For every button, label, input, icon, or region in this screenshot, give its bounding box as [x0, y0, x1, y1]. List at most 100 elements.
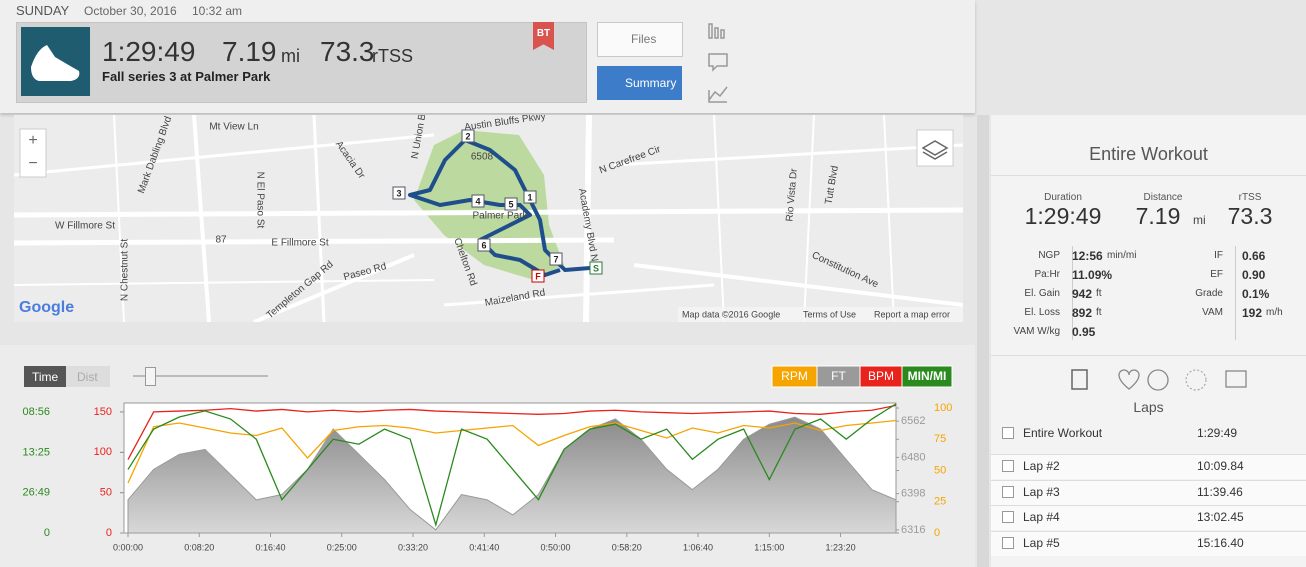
stat-label: NGP	[1038, 250, 1060, 261]
map-label: Rio Vista Dr	[784, 167, 800, 222]
stat-value: 0.90	[1242, 268, 1266, 282]
y-tick-label: 6398	[901, 488, 925, 500]
stat-label: VAM W/kg	[1013, 326, 1060, 337]
lap-checkbox[interactable]	[1002, 427, 1014, 439]
icon[interactable]	[1118, 369, 1140, 390]
marker-label: F	[535, 271, 541, 281]
sport-icon	[21, 27, 90, 96]
series-line	[127, 419, 897, 484]
icon[interactable]	[1185, 369, 1207, 391]
badge-text: BT	[536, 28, 551, 39]
dist-toggle[interactable]: Dist	[66, 366, 110, 387]
legend-label[interactable]: MIN/MI	[908, 369, 947, 383]
road	[583, 115, 592, 322]
road	[312, 115, 326, 322]
zoom-out[interactable]: −	[28, 155, 37, 172]
y-tick-label: 100	[94, 446, 112, 458]
zoom-box[interactable]	[19, 128, 47, 178]
badge[interactable]: BT	[533, 22, 554, 50]
report[interactable]: Report a map error	[874, 309, 950, 319]
map-marker[interactable]	[461, 129, 475, 143]
legend-button[interactable]	[901, 365, 953, 388]
lap-checkbox[interactable]	[1002, 536, 1014, 549]
stat-value: 942	[1072, 287, 1093, 301]
map-label: N Carefree Cir	[598, 144, 663, 177]
icon[interactable]	[1071, 369, 1088, 390]
lap-row	[991, 505, 1306, 530]
icon[interactable]	[1147, 369, 1169, 391]
stat-unit: ft	[1096, 288, 1102, 299]
distance-unit: mi	[281, 46, 300, 66]
map-marker[interactable]	[523, 190, 537, 204]
road	[192, 115, 211, 322]
y-tick-label: 0	[934, 527, 940, 539]
stat-label: IF	[1214, 250, 1223, 261]
road	[713, 115, 725, 322]
x-tick-label: 0:25:00	[327, 542, 357, 552]
lap-checkbox[interactable]	[1002, 485, 1014, 498]
road	[14, 237, 615, 246]
tss: 73.3	[320, 36, 375, 67]
y-tick-label: 25	[934, 496, 946, 508]
stat-value: 192	[1242, 306, 1263, 320]
series-line	[127, 403, 897, 528]
terms[interactable]: Terms of Use	[803, 309, 856, 319]
map-marker[interactable]	[549, 252, 563, 266]
zoom-slider[interactable]	[133, 375, 268, 377]
x-tick-label: 0:16:40	[255, 542, 285, 552]
files-label: Files	[631, 32, 657, 46]
y-tick-label: 0	[106, 527, 112, 539]
lap-time: 13:02.45	[1197, 510, 1244, 524]
time-toggle[interactable]: Time	[24, 366, 66, 387]
zoom-in[interactable]: +	[28, 132, 37, 149]
y-tick-label: 13:25	[22, 446, 50, 458]
map-label: Tutt Blvd	[823, 165, 841, 205]
y-tick-label: 150	[94, 406, 112, 418]
files-button[interactable]: Files	[597, 22, 683, 57]
metric-value: 7.19	[1135, 203, 1181, 229]
map-label: Maizeland Rd	[484, 287, 546, 308]
metric-label: Distance	[1143, 192, 1183, 203]
legend-label[interactable]: RPM	[781, 369, 808, 383]
stat-label: VAM	[1202, 307, 1223, 318]
map-marker[interactable]	[504, 197, 518, 211]
legend-label[interactable]: FT	[831, 369, 846, 383]
summary-label: Summary	[625, 76, 677, 90]
map-label: Austin Bluffs Pkwy	[464, 115, 547, 133]
map-marker[interactable]	[477, 238, 491, 252]
lap-time: 10:09.84	[1197, 459, 1244, 473]
road	[14, 207, 963, 218]
map-label: E Fillmore St	[271, 238, 328, 249]
map-marker[interactable]	[392, 186, 406, 200]
lap-row	[991, 530, 1306, 556]
tab-icons[interactable]	[1061, 367, 1251, 393]
elevation-area	[127, 416, 897, 534]
x-tick-label: 1:06:40	[683, 542, 713, 552]
legend-label[interactable]: BPM	[868, 369, 894, 383]
stats-divider	[1072, 246, 1073, 340]
stat-value: 12:56	[1072, 249, 1103, 263]
stat-value: 0.1%	[1242, 287, 1270, 301]
y-tick-label: 50	[934, 464, 946, 476]
stat-label: El. Loss	[1024, 307, 1060, 318]
lap-checkbox[interactable]	[1002, 511, 1014, 523]
road	[803, 115, 815, 322]
lap-checkbox[interactable]	[1002, 460, 1014, 472]
marker-label: 5	[508, 199, 513, 209]
map[interactable]: Mt View Ln Austin Bluffs Pkwy Acacia Dr N C…	[14, 115, 963, 322]
map-marker[interactable]	[531, 269, 545, 283]
map-marker[interactable]	[471, 194, 485, 208]
road	[14, 279, 435, 286]
toolbar-icons[interactable]	[700, 18, 740, 108]
map-label: Academy Blvd N	[576, 188, 600, 263]
metric-value: 73.3	[1227, 203, 1273, 229]
slider-handle[interactable]	[145, 367, 156, 386]
lap-time: 11:39.46	[1197, 484, 1243, 499]
marker-label: 6	[481, 240, 486, 250]
icon[interactable]	[1225, 370, 1247, 388]
marker-label: 2	[465, 131, 470, 141]
summary-button[interactable]: Summary	[597, 66, 682, 100]
map-marker[interactable]	[589, 261, 603, 275]
map-label: Constitution Ave	[810, 250, 880, 291]
